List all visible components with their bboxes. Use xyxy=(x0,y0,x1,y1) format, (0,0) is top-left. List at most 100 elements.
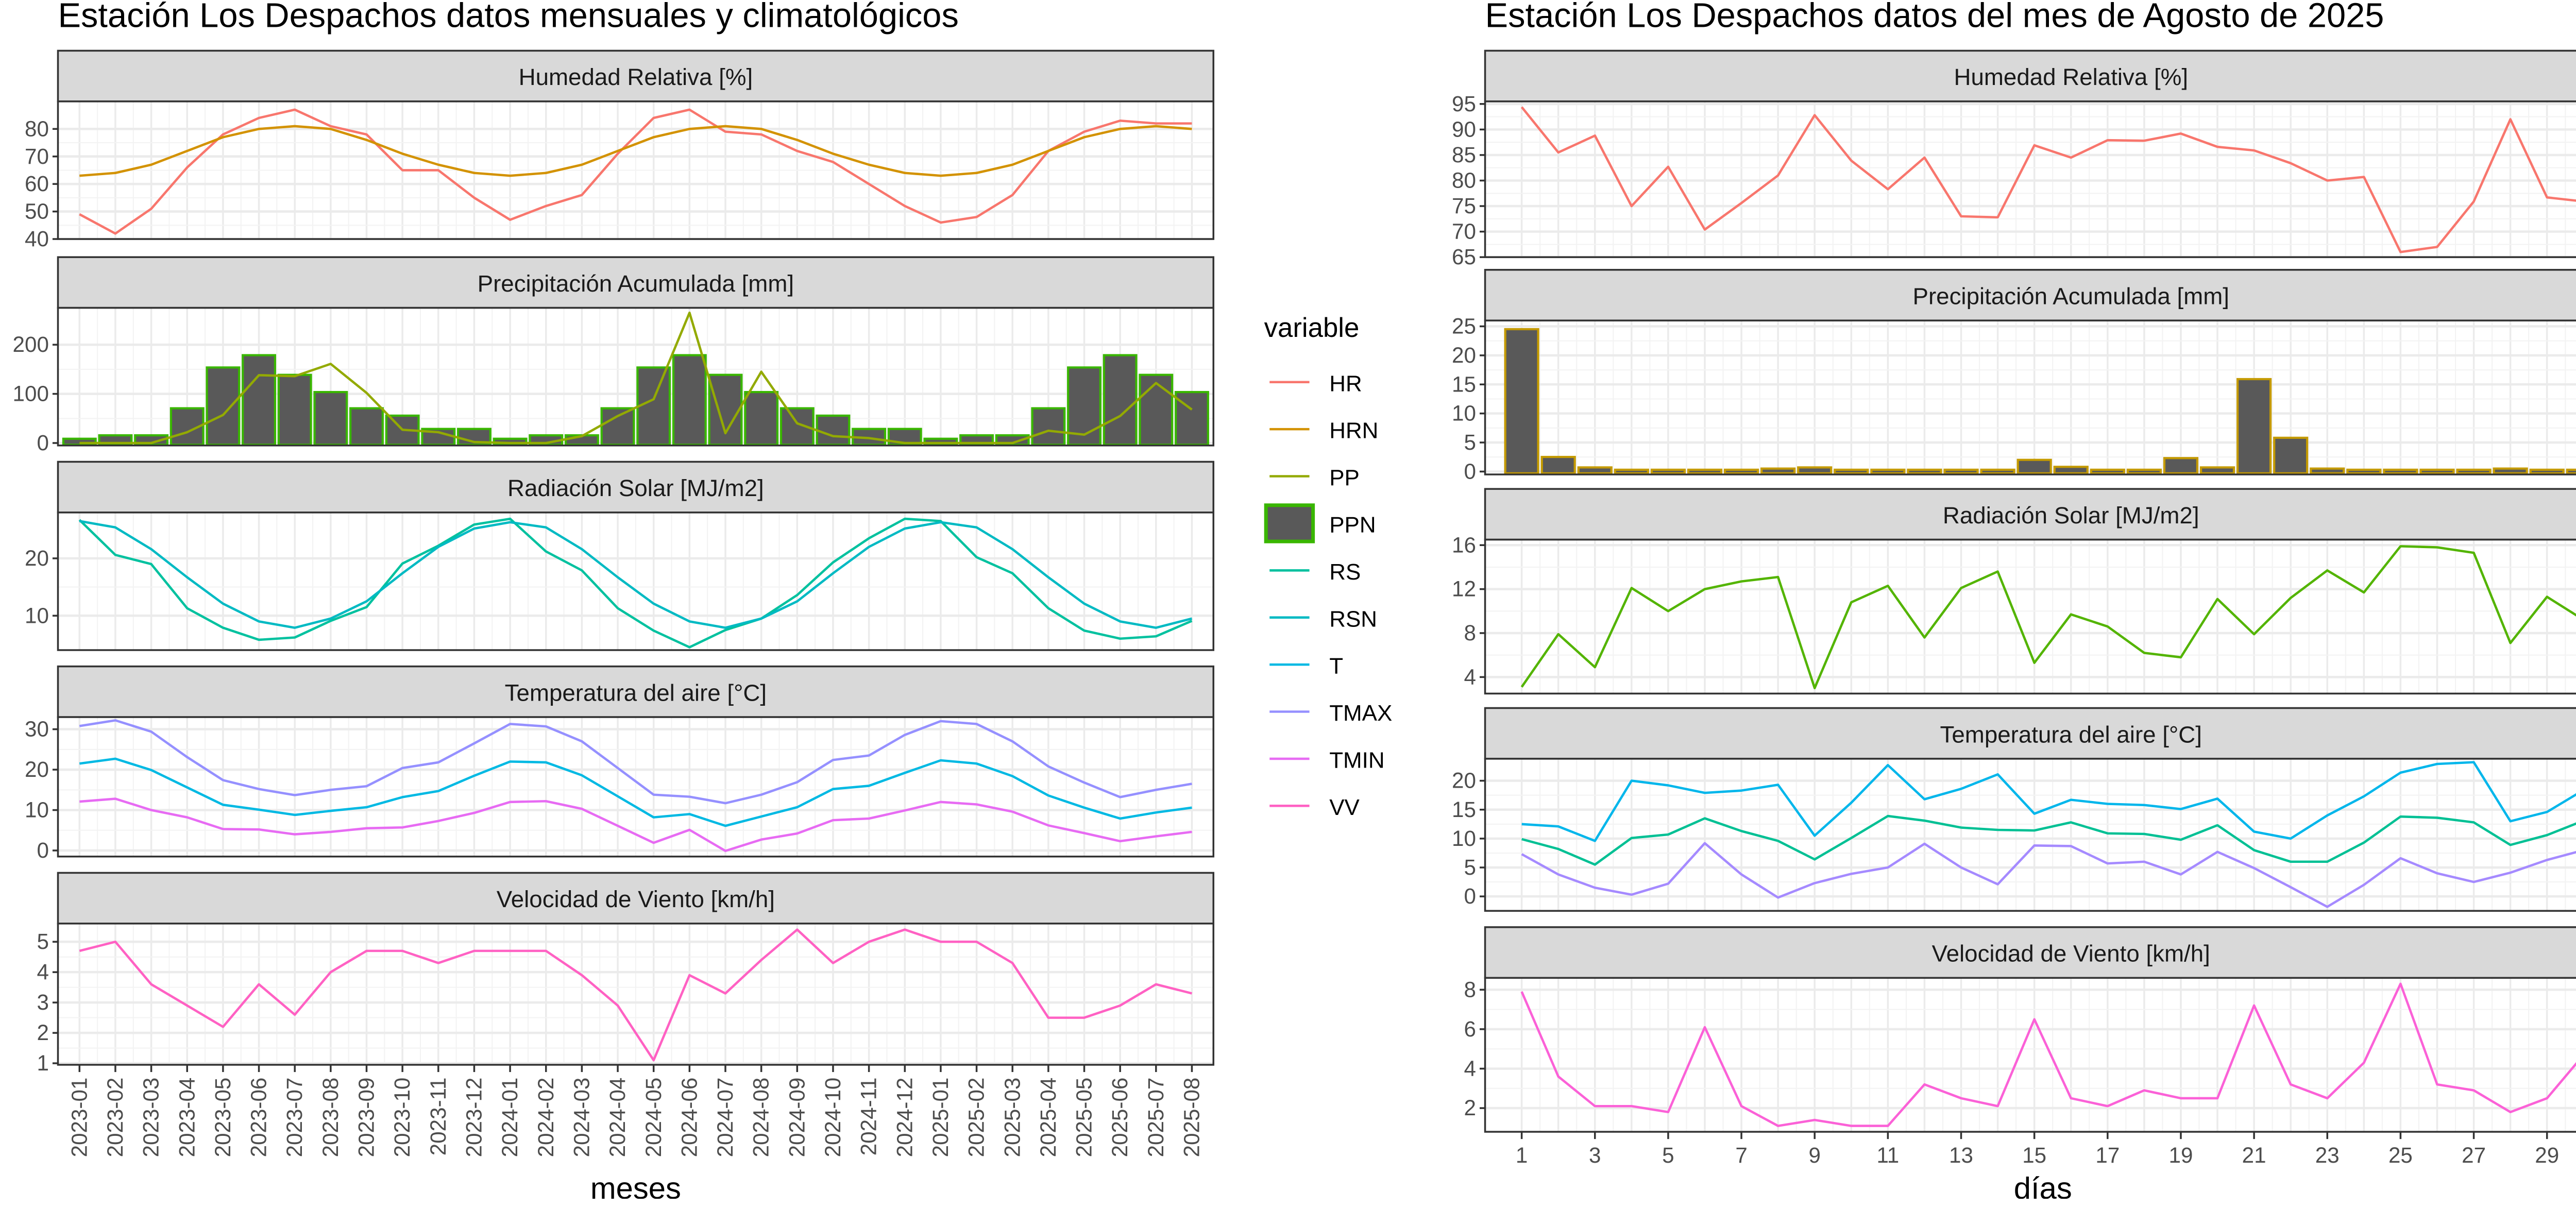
panel-border xyxy=(57,512,1215,651)
x-tick-label: 2024-01 xyxy=(498,1078,522,1158)
y-tick-label: 16 xyxy=(1452,533,1476,557)
legend-label-HRN: HRN xyxy=(1329,418,1378,444)
line-RS xyxy=(1520,545,2576,689)
plot-area xyxy=(1485,978,2576,1132)
bar-PPN-2024-06 xyxy=(672,354,707,446)
panel-strip-title: Velocidad de Viento [km/h] xyxy=(1932,941,2210,967)
y-tick-label: 8 xyxy=(1464,977,1476,1001)
panel-strip xyxy=(57,461,1215,514)
line-RSN xyxy=(79,520,1193,629)
x-tick-label: 15 xyxy=(2022,1143,2046,1167)
y-tick-label: 40 xyxy=(25,227,49,251)
y-tick-label: 0 xyxy=(37,838,48,862)
x-tick-label: 2023-07 xyxy=(282,1078,307,1158)
y-tick-label: 20 xyxy=(1452,343,1476,367)
y-tick-label: 4 xyxy=(1464,665,1476,689)
x-tick-label: 13 xyxy=(1949,1143,1973,1167)
y-tick-label: 8 xyxy=(1464,621,1476,645)
y-tick-label: 4 xyxy=(37,960,48,984)
line-VV xyxy=(1520,982,2576,1127)
x-tick-label: 2023-02 xyxy=(103,1078,127,1158)
y-tick-label: 80 xyxy=(1452,168,1476,193)
x-tick-label: 27 xyxy=(2462,1143,2486,1167)
x-tick-label: 2023-12 xyxy=(462,1078,486,1158)
x-tick-label: 1 xyxy=(1516,1143,1528,1167)
y-tick-label: 0 xyxy=(1464,459,1476,483)
bar-PP-29 xyxy=(2529,468,2565,474)
bar-PP-2 xyxy=(1540,455,1576,474)
x-tick-label: 2024-05 xyxy=(641,1078,666,1158)
left-panels: Humedad Relativa [%]4050607080Precipitac… xyxy=(13,49,1215,1158)
bar-PPN-2023-07 xyxy=(277,373,312,446)
bar-PPN-2025-07 xyxy=(1139,373,1174,446)
y-tick-label: 50 xyxy=(25,199,49,224)
bar-PP-25 xyxy=(2383,468,2418,474)
y-tick-label: 0 xyxy=(1464,884,1476,908)
y-tick-label: 25 xyxy=(1452,314,1476,338)
bar-PPN-2025-04 xyxy=(1031,407,1066,446)
y-tick-label: 70 xyxy=(1452,219,1476,244)
x-tick-label: 17 xyxy=(2095,1143,2120,1167)
bar-PPN-2023-09 xyxy=(349,407,384,446)
y-tick-label: 60 xyxy=(25,172,49,196)
y-tick-label: 80 xyxy=(25,116,49,141)
bar-PP-15 xyxy=(2016,458,2052,474)
y-tick-label: 12 xyxy=(1452,577,1476,601)
bar-PP-5 xyxy=(1650,468,1686,474)
line-HR xyxy=(79,108,1192,235)
y-tick-label: 2 xyxy=(37,1020,48,1045)
x-tick-label: 25 xyxy=(2388,1143,2413,1167)
bar-PP-14 xyxy=(1980,468,2015,474)
x-tick-label: 2025-02 xyxy=(964,1078,989,1158)
x-tick-label: 9 xyxy=(1808,1143,1820,1167)
panel-strip-title: Velocidad de Viento [km/h] xyxy=(497,886,775,912)
y-tick-label: 5 xyxy=(1464,855,1476,879)
line-T xyxy=(79,757,1192,827)
y-tick-label: 4 xyxy=(1464,1057,1476,1081)
x-tick-label: 2025-04 xyxy=(1036,1078,1060,1158)
line-TMAX xyxy=(79,719,1192,805)
x-tick-label: 19 xyxy=(2169,1143,2193,1167)
x-tick-label: 2025-01 xyxy=(928,1078,953,1158)
x-tick-label: 21 xyxy=(2242,1143,2266,1167)
legend-title: variable xyxy=(1264,313,1360,343)
y-tick-label: 30 xyxy=(25,717,49,741)
x-tick-label: 2025-05 xyxy=(1072,1078,1096,1158)
panel-strip xyxy=(1484,488,2576,541)
line-HR xyxy=(1520,106,2576,253)
bar-PP-13 xyxy=(1943,468,1979,474)
y-tick-label: 10 xyxy=(25,603,49,627)
bar-PPN-2024-04 xyxy=(600,407,635,446)
y-tick-label: 10 xyxy=(1452,826,1476,850)
y-tick-label: 20 xyxy=(25,757,49,781)
right-x-axis-label: días xyxy=(2014,1171,2072,1199)
bar-PP-10 xyxy=(1834,468,1869,474)
plot-area xyxy=(1485,539,2576,694)
y-tick-label: 1 xyxy=(37,1051,48,1075)
panel-strip-title: Radiación Solar [MJ/m2] xyxy=(1943,502,2199,529)
y-tick-label: 2 xyxy=(1464,1096,1476,1120)
x-tick-label: 29 xyxy=(2535,1143,2559,1167)
panel-strip-title: Humedad Relativa [%] xyxy=(519,64,753,90)
bar-PP-3 xyxy=(1577,466,1613,474)
panel-border xyxy=(57,716,1215,858)
panel-1: Precipitación Acumulada [mm] 0 5 10 15 20 25 xyxy=(1452,269,2576,483)
plot-area xyxy=(1485,101,2576,258)
panel-strip xyxy=(57,49,1215,103)
bar-PP-4 xyxy=(1614,468,1649,474)
bar-PPN-2023-05 xyxy=(206,366,241,446)
bar-PP-18 xyxy=(2126,468,2162,474)
x-tick-label: 2023-09 xyxy=(354,1078,379,1158)
panel-strip-title: Temperatura del aire [°C] xyxy=(505,679,767,706)
y-tick-label: 15 xyxy=(1452,372,1476,396)
panel-strip xyxy=(57,665,1215,718)
y-tick-label: 10 xyxy=(25,798,49,822)
x-tick-label: 3 xyxy=(1589,1143,1601,1167)
bar-PP-19 xyxy=(2163,457,2199,474)
legend-label-PPN: PPN xyxy=(1329,512,1376,537)
bar-PP-30 xyxy=(2566,468,2576,474)
bar-PP-21 xyxy=(2236,378,2272,474)
y-tick-label: 10 xyxy=(1452,401,1476,426)
